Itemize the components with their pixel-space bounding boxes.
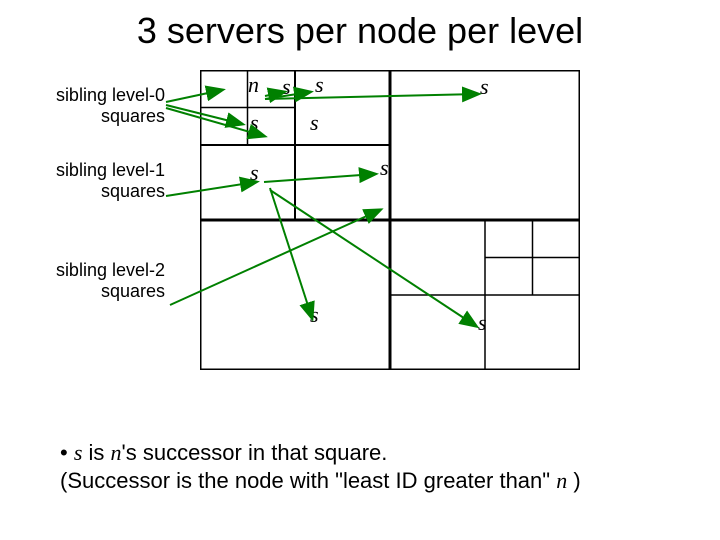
label-level-2: sibling level-2 squares xyxy=(10,260,165,301)
successor-s-marker: s xyxy=(310,110,319,136)
caption-n: n xyxy=(111,440,122,465)
successor-s-marker: s xyxy=(282,74,291,100)
page-title: 3 servers per node per level xyxy=(0,10,720,52)
label-level-0: sibling level-0 squares xyxy=(10,85,165,126)
caption-line-2: (Successor is the node with "least ID gr… xyxy=(60,468,581,494)
caption-text: ) xyxy=(567,468,580,493)
successor-s-marker: s xyxy=(380,155,389,181)
caption-text: 's successor in that square. xyxy=(122,440,388,465)
successor-s-marker: s xyxy=(310,302,319,328)
caption-text: is xyxy=(82,440,110,465)
caption-bullet: • xyxy=(60,440,74,465)
label-level-1: sibling level-1 squares xyxy=(10,160,165,201)
successor-s-marker: s xyxy=(480,74,489,100)
caption-text: (Successor is the node with "least ID gr… xyxy=(60,468,556,493)
caption-n: n xyxy=(556,468,567,493)
successor-s-marker: s xyxy=(478,310,487,336)
successor-s-marker: s xyxy=(250,110,259,136)
successor-s-marker: s xyxy=(315,72,324,98)
caption-line-1: • s is n's successor in that square. xyxy=(60,440,387,466)
successor-s-marker: s xyxy=(250,160,259,186)
node-n-marker: n xyxy=(248,72,259,98)
